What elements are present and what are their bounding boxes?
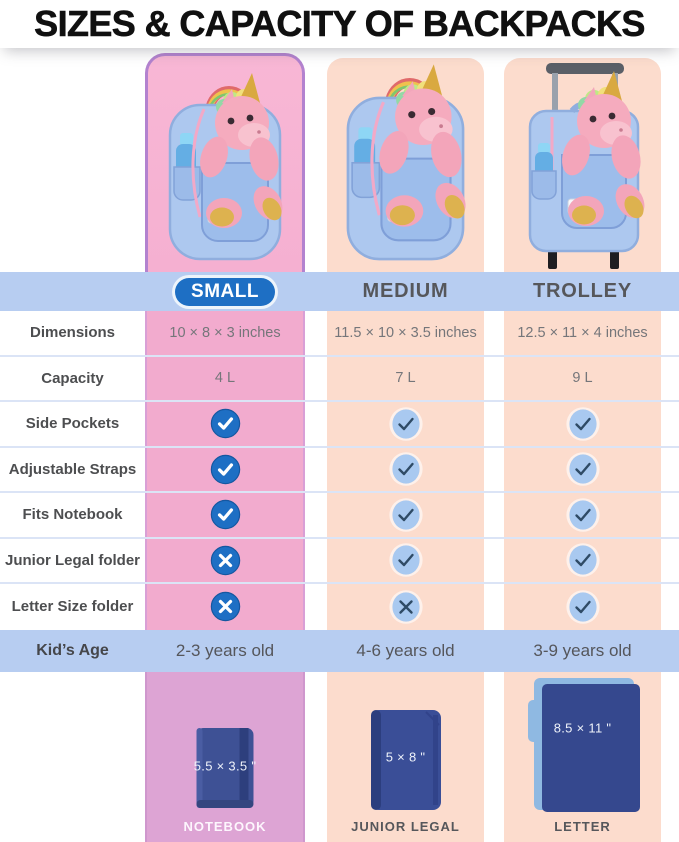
junior-legal-pad-icon bbox=[370, 710, 441, 810]
junior-legal-label: JUNIOR LEGAL bbox=[351, 819, 460, 834]
kids-age-small: 2-3 years old bbox=[175, 640, 275, 660]
check-icon bbox=[565, 406, 600, 441]
cell-small bbox=[145, 447, 305, 491]
check-icon-filled bbox=[210, 409, 240, 439]
notebook-icon bbox=[196, 728, 254, 808]
check-icon bbox=[388, 406, 423, 441]
check-icon bbox=[565, 452, 600, 487]
photo-card-small bbox=[145, 53, 305, 272]
row-label: Letter Size folder bbox=[0, 584, 145, 630]
footer-section: 5.5 × 3.5 " NOTEBOOK 5 × 8 " JUNIOR LEGA… bbox=[0, 671, 679, 842]
cell-value: 4 L bbox=[214, 370, 236, 387]
row-label: Junior Legal folder bbox=[0, 538, 145, 582]
check-icon bbox=[565, 543, 600, 578]
cell-value: 9 L bbox=[572, 370, 593, 387]
column-header-small: SMALL bbox=[145, 272, 305, 311]
cross-icon-filled bbox=[210, 592, 240, 622]
column-header-trolley: TROLLEY bbox=[533, 280, 632, 302]
cell-trolley: 12.5 × 11 × 4 inches bbox=[504, 311, 661, 355]
kids-age-label: Kid’s Age bbox=[36, 641, 109, 659]
cross-icon bbox=[388, 589, 423, 624]
junior-legal-illustration: 5 × 8 " bbox=[370, 710, 441, 810]
table-row: Capacity 4 L 7 L 9 L bbox=[0, 356, 679, 402]
check-icon bbox=[565, 589, 600, 624]
table-row: Junior Legal folder bbox=[0, 538, 679, 584]
cell-medium: 11.5 × 10 × 3.5 inches bbox=[327, 311, 484, 355]
kids-age-trolley: 3-9 years old bbox=[533, 640, 632, 660]
cell-small bbox=[145, 402, 305, 446]
cell-medium bbox=[327, 538, 484, 582]
unicorn-backpack-small-illustration bbox=[150, 70, 300, 272]
column-header-row: SMALL MEDIUM TROLLEY bbox=[0, 272, 679, 311]
cell-small bbox=[145, 584, 305, 630]
unicorn-trolley-backpack-illustration bbox=[508, 59, 658, 272]
row-label: Adjustable Straps bbox=[0, 447, 145, 491]
unicorn-backpack-medium-illustration bbox=[327, 62, 484, 272]
row-label: Capacity bbox=[0, 356, 145, 400]
footer-card-letter: 8.5 × 11 " LETTER bbox=[504, 671, 661, 842]
table-row: Adjustable Straps bbox=[0, 447, 679, 493]
check-icon bbox=[565, 497, 600, 532]
table-row: Dimensions 10 × 8 × 3 inches 11.5 × 10 ×… bbox=[0, 311, 679, 357]
cell-medium bbox=[327, 584, 484, 630]
notebook-illustration: 5.5 × 3.5 " bbox=[193, 728, 257, 808]
letter-folder-illustration: 8.5 × 11 " bbox=[526, 676, 640, 812]
cell-value: 10 × 8 × 3 inches bbox=[169, 324, 281, 341]
cell-small bbox=[145, 538, 305, 582]
cell-small: 10 × 8 × 3 inches bbox=[145, 311, 305, 355]
cell-trolley bbox=[504, 584, 661, 630]
check-icon bbox=[388, 452, 423, 487]
photo-card-trolley bbox=[504, 58, 661, 272]
cell-medium bbox=[327, 402, 484, 446]
footer-card-junior-legal: 5 × 8 " JUNIOR LEGAL bbox=[327, 671, 484, 842]
column-header-medium: MEDIUM bbox=[362, 280, 449, 302]
row-label: Dimensions bbox=[0, 311, 145, 355]
small-badge: SMALL bbox=[172, 274, 278, 309]
cell-medium: 7 L bbox=[327, 356, 484, 400]
title-bar: SIZES & CAPACITY OF BACKPACKS bbox=[0, 0, 679, 48]
cell-value: 7 L bbox=[395, 370, 416, 387]
kids-age-row: Kid’s Age 2-3 years old 4-6 years old 3-… bbox=[0, 629, 679, 672]
cell-value: 12.5 × 11 × 4 inches bbox=[517, 324, 648, 341]
cell-trolley bbox=[504, 493, 661, 537]
cell-trolley bbox=[504, 538, 661, 582]
letter-label: LETTER bbox=[554, 819, 611, 834]
cell-value: 11.5 × 10 × 3.5 inches bbox=[334, 324, 477, 341]
cell-small: 4 L bbox=[145, 356, 305, 400]
kids-age-medium: 4-6 years old bbox=[356, 640, 455, 660]
cell-trolley bbox=[504, 402, 661, 446]
junior-legal-size: 5 × 8 " bbox=[385, 749, 426, 765]
cell-trolley bbox=[504, 447, 661, 491]
photo-section bbox=[0, 48, 679, 272]
check-icon bbox=[388, 543, 423, 578]
cell-medium bbox=[327, 447, 484, 491]
comparison-rows: Dimensions 10 × 8 × 3 inches 11.5 × 10 ×… bbox=[0, 311, 679, 630]
notebook-size: 5.5 × 3.5 " bbox=[193, 758, 257, 774]
header-spacer bbox=[0, 272, 145, 311]
table-row: Letter Size folder bbox=[0, 584, 679, 630]
letter-size: 8.5 × 11 " bbox=[553, 720, 612, 736]
row-label: Side Pockets bbox=[0, 402, 145, 446]
notebook-label: NOTEBOOK bbox=[183, 819, 267, 834]
cell-medium bbox=[327, 493, 484, 537]
cell-trolley: 9 L bbox=[504, 356, 661, 400]
check-icon bbox=[388, 497, 423, 532]
check-icon-filled bbox=[210, 500, 240, 530]
page-title: SIZES & CAPACITY OF BACKPACKS bbox=[34, 3, 646, 45]
cell-small bbox=[145, 493, 305, 537]
row-label: Fits Notebook bbox=[0, 493, 145, 537]
letter-folder-icon bbox=[527, 678, 640, 812]
check-icon-filled bbox=[210, 454, 240, 484]
footer-card-notebook: 5.5 × 3.5 " NOTEBOOK bbox=[145, 671, 305, 842]
photo-card-medium bbox=[327, 58, 484, 272]
cross-icon-filled bbox=[210, 545, 240, 575]
table-row: Side Pockets bbox=[0, 402, 679, 448]
table-row: Fits Notebook bbox=[0, 493, 679, 539]
